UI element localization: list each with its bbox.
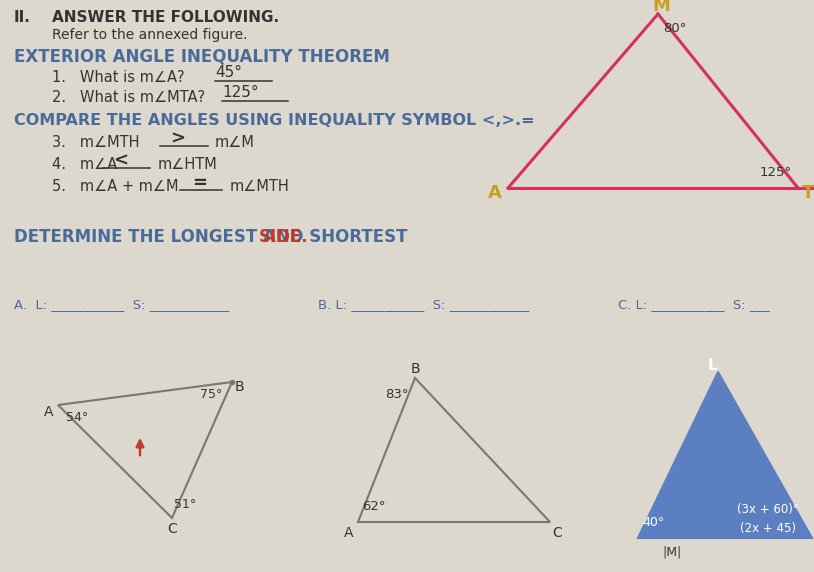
- Text: 4.   m∠A: 4. m∠A: [52, 157, 117, 172]
- Text: Refer to the annexed figure.: Refer to the annexed figure.: [52, 28, 247, 42]
- Text: DETERMINE THE LONGEST AND SHORTEST: DETERMINE THE LONGEST AND SHORTEST: [14, 228, 414, 246]
- Text: COMPARE THE ANGLES USING INEQUALITY SYMBOL <,>.=: COMPARE THE ANGLES USING INEQUALITY SYMB…: [14, 113, 535, 128]
- Text: 51°: 51°: [174, 498, 196, 511]
- Text: 83°: 83°: [385, 388, 409, 401]
- Text: B. L: ___________  S: ____________: B. L: ___________ S: ____________: [318, 298, 529, 311]
- Text: 62°: 62°: [362, 500, 386, 513]
- Text: T: T: [802, 184, 814, 202]
- Text: m∠HTM: m∠HTM: [158, 157, 218, 172]
- Text: L: L: [708, 358, 718, 373]
- Text: 45°: 45°: [215, 65, 242, 80]
- Text: A: A: [44, 405, 54, 419]
- Text: >: >: [170, 130, 185, 148]
- Text: A: A: [344, 526, 353, 540]
- Text: 5.   m∠A + m∠M: 5. m∠A + m∠M: [52, 179, 178, 194]
- Text: (3x + 60)°: (3x + 60)°: [737, 503, 799, 516]
- Text: 54°: 54°: [66, 411, 88, 424]
- Text: |M|: |M|: [662, 546, 681, 559]
- Text: EXTERIOR ANGLE INEQUALITY THEOREM: EXTERIOR ANGLE INEQUALITY THEOREM: [14, 48, 390, 66]
- Text: 1.   What is m∠A?: 1. What is m∠A?: [52, 70, 185, 85]
- Polygon shape: [638, 372, 812, 538]
- Text: ANSWER THE FOLLOWING.: ANSWER THE FOLLOWING.: [52, 10, 279, 25]
- Text: =: =: [192, 174, 207, 192]
- Text: C: C: [167, 522, 177, 536]
- Text: m∠M: m∠M: [215, 135, 255, 150]
- Text: 125°: 125°: [760, 166, 792, 179]
- Text: C: C: [552, 526, 562, 540]
- Text: SIDE.: SIDE.: [259, 228, 309, 246]
- Text: II.: II.: [14, 10, 31, 25]
- Text: A.  L: ___________  S: ____________: A. L: ___________ S: ____________: [14, 298, 230, 311]
- Text: <: <: [113, 152, 128, 170]
- Text: m∠MTH: m∠MTH: [230, 179, 290, 194]
- Text: B: B: [411, 362, 421, 376]
- Text: 3.   m∠MTH: 3. m∠MTH: [52, 135, 139, 150]
- Text: (2x + 45): (2x + 45): [740, 522, 796, 535]
- Text: 40°: 40°: [642, 516, 664, 529]
- Text: B: B: [235, 380, 245, 394]
- Text: C. L: ___________  S: ___: C. L: ___________ S: ___: [618, 298, 770, 311]
- Text: 125°: 125°: [222, 85, 259, 100]
- Text: 80°: 80°: [663, 22, 686, 35]
- Text: 2.   What is m∠MTA?: 2. What is m∠MTA?: [52, 90, 205, 105]
- Text: M: M: [652, 0, 670, 15]
- Text: 75°: 75°: [200, 388, 222, 401]
- Text: A: A: [488, 184, 502, 202]
